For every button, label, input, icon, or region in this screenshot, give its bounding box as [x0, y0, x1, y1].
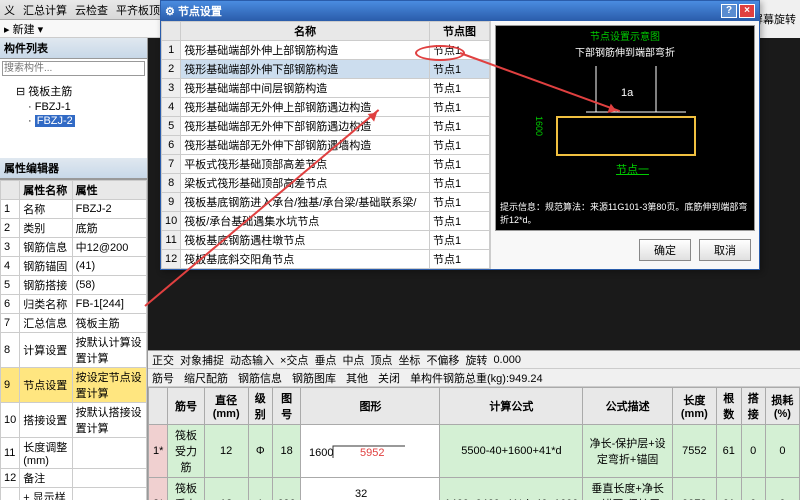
preview-node-label[interactable]: 节点一 — [616, 161, 649, 177]
grid-tab[interactable]: 其他 — [346, 370, 368, 386]
grid-tool[interactable]: 垂点 — [314, 352, 336, 368]
component-tree[interactable]: ⊟ 筏板主筋 · FBZJ-1 · FBZJ-2 — [0, 78, 147, 158]
close-icon[interactable]: × — [739, 4, 755, 18]
cancel-button[interactable]: 取消 — [699, 239, 751, 261]
preview-text: 下部钢筋伸到端部弯折 — [575, 44, 675, 59]
node-settings-dialog: ⚙ 节点设置 ? × 名称节点图1筏形基础端部外伸上部钢筋构造节点12筏形基础端… — [160, 0, 760, 270]
grid-tool[interactable]: 动态输入 — [230, 352, 274, 368]
grid-tool[interactable]: 顶点 — [370, 352, 392, 368]
component-list-header: 构件列表 — [0, 38, 147, 59]
grid-tab[interactable]: 关闭 — [378, 370, 400, 386]
dialog-title: 节点设置 — [178, 3, 222, 19]
tree-root[interactable]: 筏板主筋 — [28, 86, 72, 98]
tb-item[interactable]: 平齐板顶 — [116, 2, 160, 18]
preview-dim: 1600 — [534, 116, 544, 136]
grid-tool[interactable]: 不偏移 — [426, 352, 459, 368]
node-preview: 节点设置示意图 下部钢筋伸到端部弯折 1a 1600 节点一 提示信息：规范算法… — [495, 25, 755, 231]
grid-tab[interactable]: 缩尺配筋 — [184, 370, 228, 386]
grid-tab[interactable]: 钢筋图库 — [292, 370, 336, 386]
tree-leaf[interactable]: FBZJ-1 — [35, 101, 71, 113]
grid-tool[interactable]: 正交 — [152, 352, 174, 368]
search-input[interactable] — [2, 61, 145, 76]
dialog-titlebar[interactable]: ⚙ 节点设置 ? × — [161, 1, 759, 21]
preview-hint: 提示信息：规范算法：来源11G101-3第80页。底筋伸到端部弯折12*d。 — [500, 200, 754, 226]
tb-item[interactable]: 云检查 — [75, 2, 108, 18]
preview-shape — [556, 116, 696, 156]
grid-tool[interactable]: 对象捕捉 — [180, 352, 224, 368]
gear-icon: ⚙ — [165, 5, 175, 18]
property-table[interactable]: 属性名称属性1名称FBZJ-22类别底筋3钢筋信息中12@2004钢筋锚固(41… — [0, 179, 147, 500]
grid-tool[interactable]: 坐标 — [398, 352, 420, 368]
prop-editor-header: 属性编辑器 — [0, 158, 147, 179]
new-button[interactable]: ▸ 新建 ▾ — [4, 21, 43, 37]
grid-tool[interactable]: 旋转 — [465, 352, 487, 368]
node-list[interactable]: 名称节点图1筏形基础端部外伸上部钢筋构造节点12筏形基础端部外伸下部钢筋构造节点… — [161, 21, 491, 269]
grid-tool[interactable]: 0.000 — [493, 354, 521, 366]
svg-text:5952: 5952 — [360, 447, 384, 459]
grid-tab[interactable]: 单构件钢筋总重(kg):949.24 — [410, 370, 543, 386]
grid-tabs: 筋号缩尺配筋钢筋信息钢筋图库其他关闭单构件钢筋总重(kg):949.24 — [148, 369, 800, 387]
tb-item[interactable]: 义 — [4, 2, 15, 18]
svg-text:1600: 1600 — [309, 447, 333, 459]
help-icon[interactable]: ? — [721, 4, 737, 18]
tree-leaf-selected[interactable]: FBZJ-2 — [35, 115, 75, 127]
rebar-data-grid[interactable]: 筋号直径(mm)级别图号图形计算公式公式描述长度(mm)根数搭接损耗(%)1*筏… — [148, 387, 800, 500]
grid-tab[interactable]: 筋号 — [152, 370, 174, 386]
preview-title: 节点设置示意图 — [590, 28, 660, 43]
left-panel: 构件列表 ⊟ 筏板主筋 · FBZJ-1 · FBZJ-2 属性编辑器 属性名称… — [0, 38, 148, 500]
ok-button[interactable]: 确定 — [639, 239, 691, 261]
svg-text:32: 32 — [355, 489, 367, 500]
grid-tool[interactable]: 中点 — [342, 352, 364, 368]
svg-text:1a: 1a — [621, 87, 634, 99]
rebar-grid-panel: 正交对象捕捉动态输入×交点垂点中点顶点坐标不偏移旋转0.000 筋号缩尺配筋钢筋… — [148, 350, 800, 500]
grid-toolbar: 正交对象捕捉动态输入 ×交点垂点中点顶点坐标不偏移旋转 0.000 — [148, 351, 800, 369]
tb-item[interactable]: 汇总计算 — [23, 2, 67, 18]
grid-tool[interactable]: ×交点 — [280, 352, 308, 368]
grid-tab[interactable]: 钢筋信息 — [238, 370, 282, 386]
